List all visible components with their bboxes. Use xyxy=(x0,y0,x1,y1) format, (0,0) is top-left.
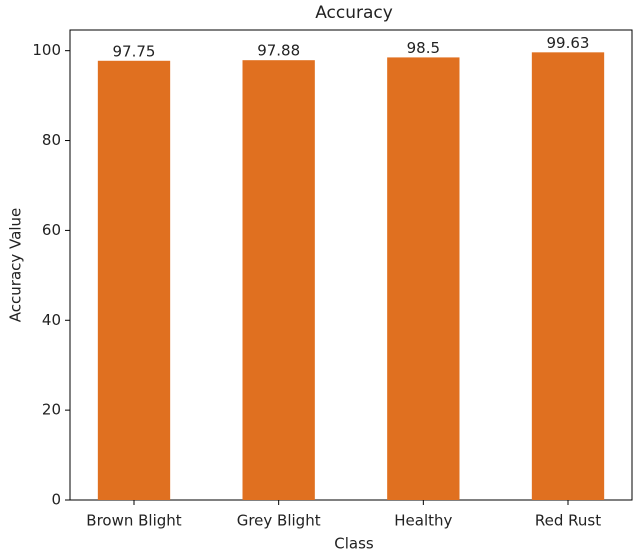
data-label: 97.88 xyxy=(257,42,300,60)
bar xyxy=(387,57,460,500)
bar xyxy=(531,52,605,501)
x-tick-label: Brown Blight xyxy=(86,512,182,530)
data-label: 97.75 xyxy=(113,42,156,60)
y-axis-label: Accuracy Value xyxy=(7,208,25,322)
x-tick-label: Red Rust xyxy=(535,512,601,530)
y-tick-label: 0 xyxy=(51,491,61,509)
bar xyxy=(97,60,171,500)
x-tick-label: Healthy xyxy=(394,512,452,530)
y-tick-label: 40 xyxy=(42,311,61,329)
data-label: 98.5 xyxy=(407,39,440,57)
chart-title: Accuracy xyxy=(315,3,393,23)
y-tick-label: 100 xyxy=(32,41,61,59)
x-axis-label: Class xyxy=(334,535,374,553)
data-label: 99.63 xyxy=(547,34,590,52)
y-tick-label: 80 xyxy=(42,131,61,149)
x-tick-label: Grey Blight xyxy=(237,512,321,530)
y-tick-label: 20 xyxy=(42,401,61,419)
bar xyxy=(242,60,315,500)
plot-frame xyxy=(69,29,633,501)
y-tick-label: 60 xyxy=(42,221,61,239)
